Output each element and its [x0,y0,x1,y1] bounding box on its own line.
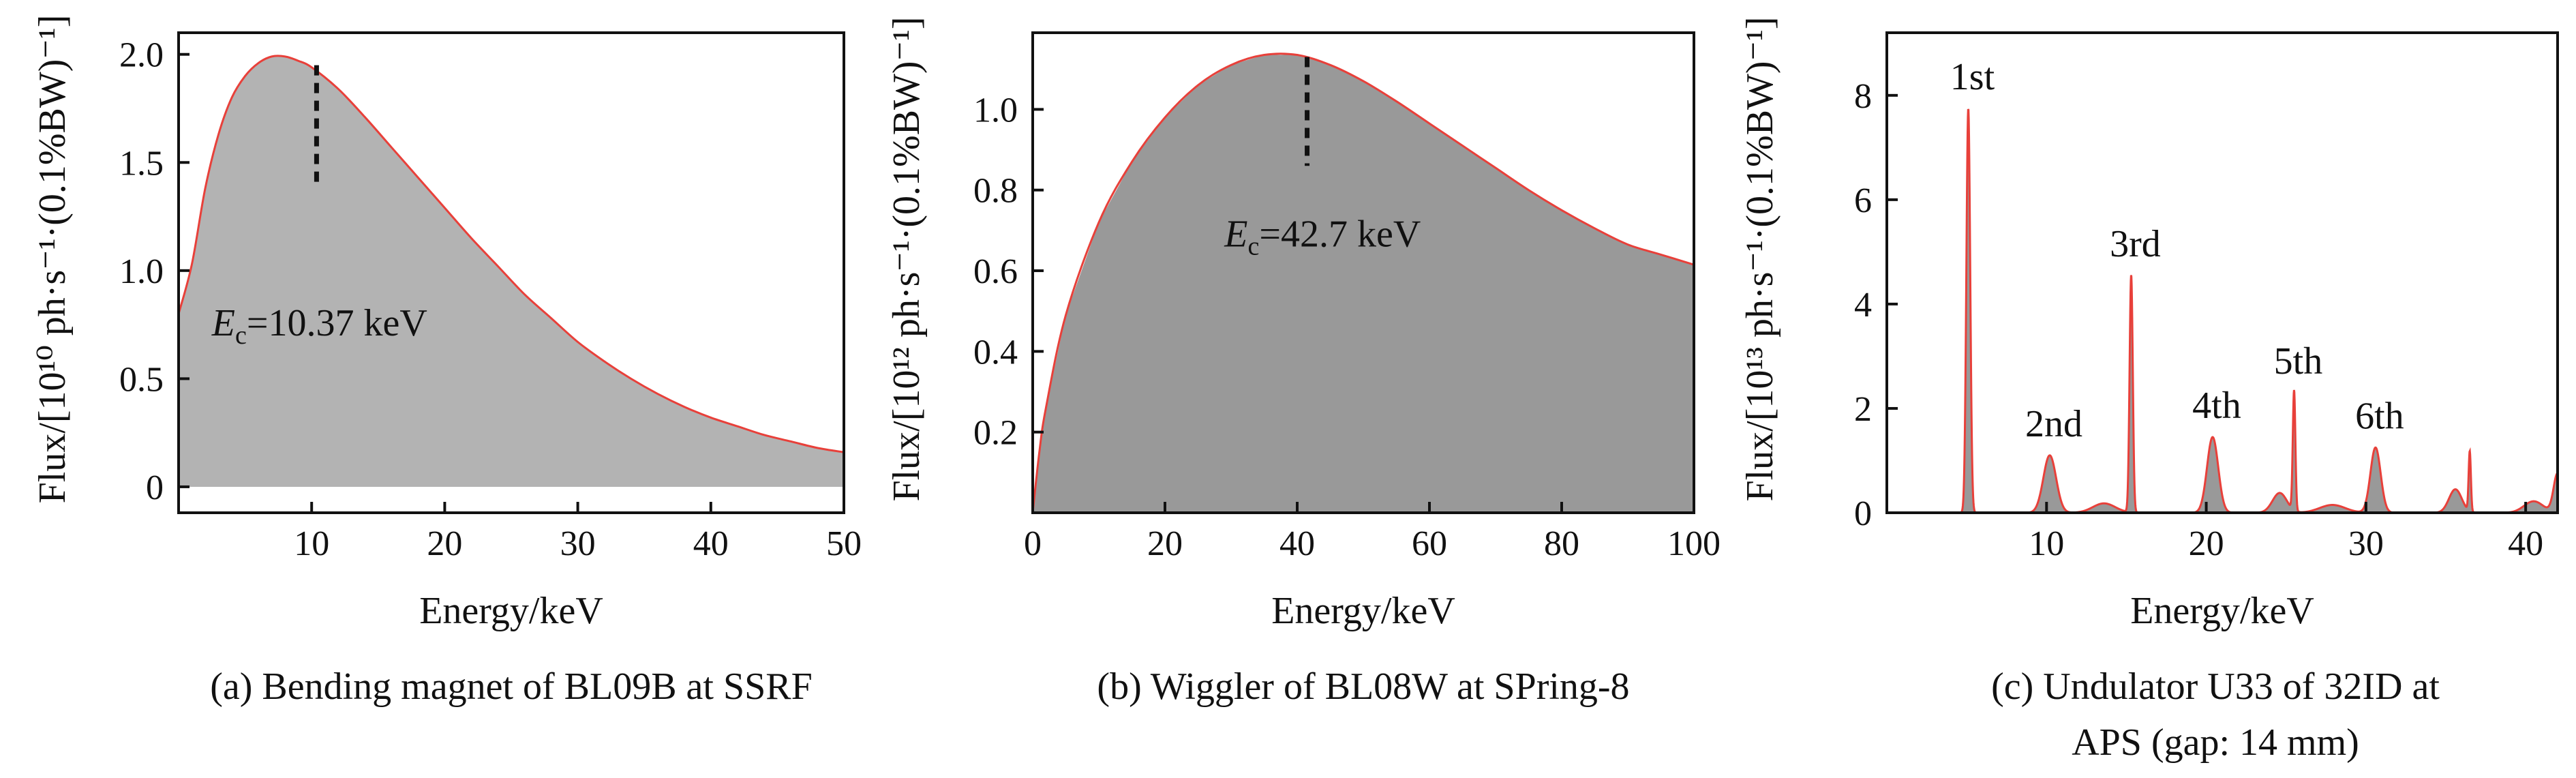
series-line [179,55,844,453]
y-tick-label: 0.5 [119,360,164,399]
plot-frame [1885,31,2559,514]
y-tick-label: 1.0 [119,252,164,291]
area-fill [1033,55,1694,513]
x-tick-label: 20 [427,524,462,563]
panel-caption: APS (gap: 14 mm) [2072,721,2359,764]
y-tick-label: 2 [1854,390,1872,429]
x-tick-label: 40 [1279,524,1315,563]
x-tick-label: 60 [1412,524,1447,563]
y-tick-label: 0.8 [973,172,1018,211]
x-tick-label: 80 [1544,524,1579,563]
y-tick-label: 0 [1854,494,1872,533]
y-tick-label: 2.0 [119,36,164,75]
x-axis-label: Energy/keV [1271,590,1455,632]
x-tick-label: 40 [2508,524,2543,563]
x-tick-label: 30 [560,524,596,563]
y-tick-label: 0 [146,468,164,507]
x-tick-label: 20 [2189,524,2224,563]
annotation-subscript: c [235,321,247,350]
plot-area [179,55,844,487]
panel-caption: (c) Undulator U33 of 32ID at [1991,665,2440,708]
x-axis-label: Energy/keV [2130,590,2314,632]
annotation-value: =42.7 keV [1259,213,1421,256]
harmonic-label: 3rd [2110,223,2161,265]
area-fill [1887,109,2558,513]
y-axis-label: Flux/[10¹² ph·s⁻¹·(0.1%BW)⁻¹] [885,16,928,501]
panel-caption: (b) Wiggler of BL08W at SPring-8 [1097,665,1629,708]
plot-frame [1031,31,1695,514]
harmonic-label: 2nd [2025,403,2082,445]
y-tick-label: 0.2 [973,414,1018,453]
area-fill [179,56,844,487]
plot-area [1033,53,1694,513]
x-axis-label: Energy/keV [419,590,603,632]
y-tick-label: 0.6 [973,252,1018,291]
panel-c: 10 20 30 40 0 2 4 6 8 Energy/keV Flux/[10¹³ ph·s⁻¹… [1739,16,2559,764]
x-tick-label: 50 [826,524,862,563]
plot-frame [177,31,845,514]
harmonic-label: 5th [2274,340,2323,383]
harmonic-label: 6th [2355,395,2404,437]
x-tick-label: 30 [2348,524,2384,563]
x-tick-label: 0 [1024,524,1042,563]
x-tick-label: 10 [294,524,329,563]
critical-energy-annotation: Ec=10.37 keV [211,302,427,350]
y-axis-label: Flux/[10¹³ ph·s⁻¹·(0.1%BW)⁻¹] [1739,16,1781,501]
x-tick-label: 20 [1147,524,1183,563]
y-tick-label: 6 [1854,181,1872,220]
critical-energy-annotation: Ec=42.7 keV [1224,213,1421,261]
panel-b: 0 20 40 60 80 100 0.2 0.4 0.6 0.8 1.0 Energy/keV Flu… [885,16,1721,708]
series-line [1887,108,2558,513]
harmonic-label: 1st [1950,56,1995,98]
panel-a: 10 20 30 40 50 0 0.5 1.0 1.5 2.0 Energy/keV Flux/[1… [31,15,862,708]
y-tick-label: 4 [1854,286,1872,325]
y-tick-label: 1.0 [973,91,1018,130]
y-axis-label: Flux/[10¹⁰ ph·s⁻¹·(0.1%BW)⁻¹] [31,15,74,504]
x-tick-label: 100 [1667,524,1721,563]
y-tick-label: 8 [1854,77,1872,116]
x-tick-label: 10 [2029,524,2064,563]
plot-area [1887,108,2558,513]
panel-caption: (a) Bending magnet of BL09B at SSRF [210,665,813,708]
harmonic-label: 4th [2192,385,2241,427]
y-tick-label: 1.5 [119,144,164,183]
annotation-subscript: c [1248,233,1260,261]
annotation-symbol: E [211,302,235,344]
annotation-symbol: E [1224,213,1247,256]
annotation-value: =10.37 keV [247,302,427,344]
x-tick-label: 40 [693,524,729,563]
y-tick-label: 0.4 [973,333,1018,372]
series-line [1033,53,1694,513]
